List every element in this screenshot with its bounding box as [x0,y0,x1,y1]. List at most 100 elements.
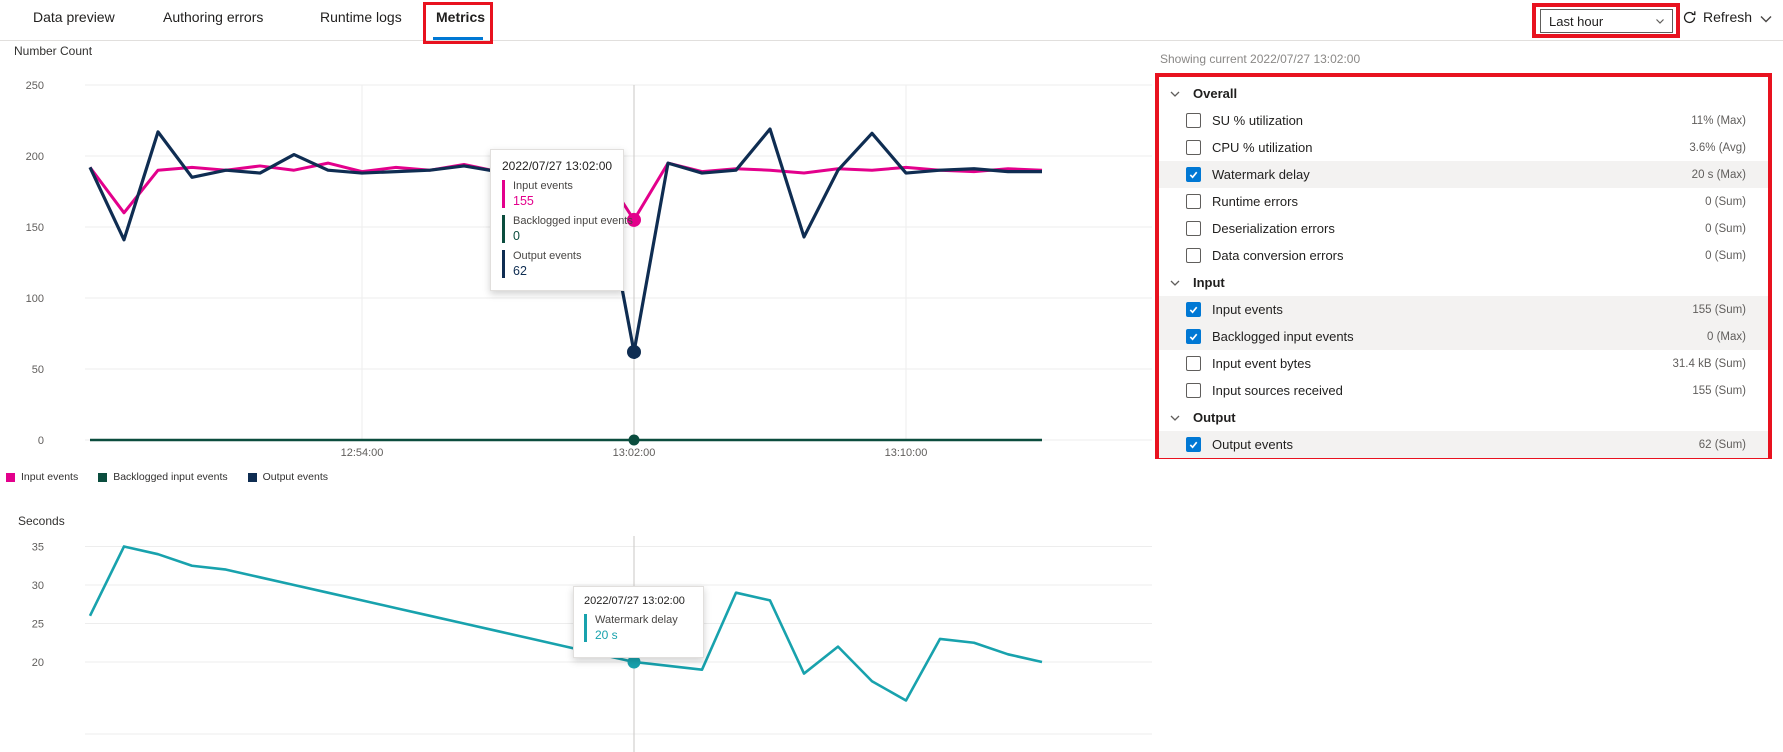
unchecked-checkbox[interactable] [1186,248,1201,263]
section-header-input[interactable]: Input [1159,269,1768,296]
metric-value: 155 (Sum) [1692,303,1746,316]
chevron-down-icon [1654,15,1666,27]
bottom-chart-title: Seconds [18,514,65,528]
legend-label: Input events [21,471,79,483]
metric-row-cpu-utilization[interactable]: CPU % utilization 3.6% (Avg) [1159,134,1768,161]
tooltip-entry-value: 62 [513,264,527,278]
svg-text:30: 30 [32,580,44,592]
metric-label: SU % utilization [1212,113,1304,128]
svg-text:25: 25 [32,619,44,631]
tooltip-entry-label: Input events [513,180,573,192]
metric-value: 31.4 kB (Sum) [1672,357,1747,370]
tooltip-entry-value: 0 [513,229,520,243]
legend-item-backlogged-input-events[interactable]: Backlogged input events [98,471,228,483]
metric-row-deserialization-errors[interactable]: Deserialization errors 0 (Sum) [1159,215,1768,242]
svg-text:50: 50 [32,364,44,376]
svg-text:150: 150 [26,222,44,234]
series-color-bar [502,180,505,208]
metric-row-output-events[interactable]: Output events 62 (Sum) [1159,431,1768,458]
tooltip-entry-label: Watermark delay [595,614,678,626]
metric-label: Runtime errors [1212,194,1298,209]
legend-swatch [98,472,108,482]
legend-swatch [6,472,15,482]
series-line-watermark-delay [88,545,1043,702]
svg-text:100: 100 [26,293,44,305]
metric-value: 0 (Sum) [1705,195,1746,208]
metric-label: Deserialization errors [1212,221,1335,236]
tooltip-entry-watermark-delay: Watermark delay 20 s [584,614,693,642]
metric-row-data-conversion-errors[interactable]: Data conversion errors 0 (Sum) [1159,242,1768,269]
metric-row-input-sources-received[interactable]: Input sources received 155 (Sum) [1159,377,1768,404]
unchecked-checkbox[interactable] [1186,356,1201,371]
legend-item-input-events[interactable]: Input events [6,471,78,483]
legend-item-output-events[interactable]: Output events [247,471,329,483]
metric-label: Input sources received [1212,383,1343,398]
metric-label: Backlogged input events [1212,329,1354,344]
showing-current-label: Showing current 2022/07/27 13:02:00 [1160,52,1361,66]
svg-text:20: 20 [32,657,44,669]
metric-value: 3.6% (Avg) [1689,141,1746,154]
seconds-chart[interactable]: 20 25 30 35 [0,530,1155,752]
metric-label: Data conversion errors [1212,248,1344,263]
metric-row-input-event-bytes[interactable]: Input event bytes 31.4 kB (Sum) [1159,350,1768,377]
legend-swatch [247,472,257,482]
series-color-bar [502,215,505,243]
refresh-icon [1682,10,1697,25]
unchecked-checkbox[interactable] [1186,140,1201,155]
top-chart-tooltip: 2022/07/27 13:02:00 Input events 155 Backl… [490,149,633,291]
active-tab-underline [433,37,483,40]
metrics-list: Overall SU % utilization 11% (Max) CPU % ut… [1159,77,1768,458]
unchecked-checkbox[interactable] [1186,194,1201,209]
tooltip-entry-value: 20 s [595,628,618,642]
tooltip-timestamp: 2022/07/27 13:02:00 [584,595,685,607]
metric-value: 0 (Sum) [1705,222,1746,235]
unchecked-checkbox[interactable] [1186,221,1201,236]
checked-checkbox[interactable] [1186,329,1201,344]
metric-value: 0 (Max) [1707,330,1746,343]
metric-value: 0 (Sum) [1705,249,1746,262]
unchecked-checkbox[interactable] [1186,383,1201,398]
tooltip-entry-label: Output events [513,250,582,262]
section-label: Output [1193,410,1236,425]
unchecked-checkbox[interactable] [1186,113,1201,128]
refresh-button[interactable]: Refresh [1682,9,1752,25]
tab-metrics[interactable]: Metrics [436,9,486,25]
svg-text:13:10:00: 13:10:00 [885,447,928,459]
svg-text:35: 35 [32,542,44,554]
tab-data-preview[interactable]: Data preview [33,9,115,25]
legend-label: Output events [262,471,329,483]
svg-text:13:02:00: 13:02:00 [613,447,656,459]
time-range-value: Last hour [1549,13,1604,29]
section-header-overall[interactable]: Overall [1159,80,1768,107]
metrics-panel: Overall SU % utilization 11% (Max) CPU % ut… [1155,73,1772,459]
metric-row-watermark-delay[interactable]: Watermark delay 20 s (Max) [1159,161,1768,188]
metric-row-backlogged-input-events[interactable]: Backlogged input events 0 (Max) [1159,323,1768,350]
metric-row-su-utilization[interactable]: SU % utilization 11% (Max) [1159,107,1768,134]
chart-legend: Input events Backlogged input events Outpu… [6,471,328,483]
svg-text:0: 0 [38,435,44,447]
section-header-output[interactable]: Output [1159,404,1768,431]
checked-checkbox[interactable] [1186,302,1201,317]
selected-point-input-events [627,212,641,227]
collapse-chevron-icon[interactable] [1758,11,1774,27]
metric-row-runtime-errors[interactable]: Runtime errors 0 (Sum) [1159,188,1768,215]
metric-label: Output events [1212,437,1293,452]
metric-label: Input event bytes [1212,356,1312,371]
chevron-down-icon [1169,412,1181,424]
metric-row-input-events[interactable]: Input events 155 (Sum) [1159,296,1768,323]
top-chart-title: Number Count [14,44,93,58]
tab-authoring-errors[interactable]: Authoring errors [163,9,264,25]
chevron-down-icon [1169,277,1181,289]
checked-checkbox[interactable] [1186,437,1201,452]
tooltip-entry-input-events: Input events 155 [502,180,612,208]
tooltip-entry-output-events: Output events 62 [502,250,612,278]
section-label: Input [1193,275,1225,290]
tooltip-entries: Input events 155 Backlogged input events 0 O… [502,180,633,278]
selected-point-backlogged-input-events [628,434,640,446]
checked-checkbox[interactable] [1186,167,1201,182]
svg-text:250: 250 [26,80,44,92]
tooltip-timestamp: 2022/07/27 13:02:00 [502,159,613,173]
tab-runtime-logs[interactable]: Runtime logs [320,9,402,25]
time-range-select[interactable]: Last hour [1540,9,1673,33]
